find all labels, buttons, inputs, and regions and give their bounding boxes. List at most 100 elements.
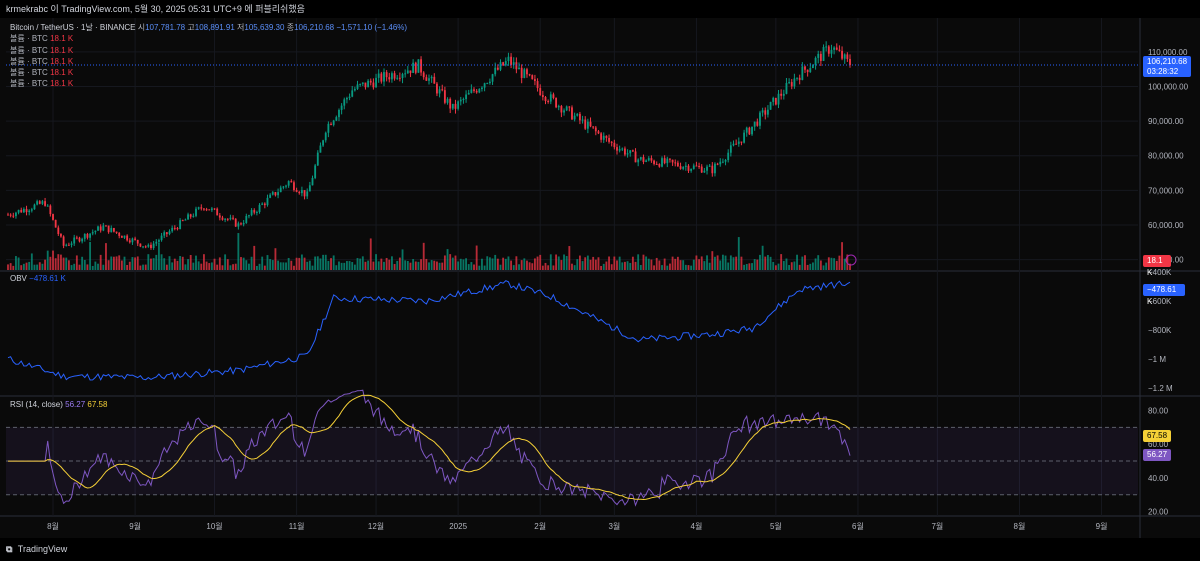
candle-body — [552, 94, 555, 98]
volume-legend-row[interactable]: 볼륨 · BTC 18.1 K — [10, 56, 407, 67]
candle-body — [743, 132, 746, 143]
volume-bar — [285, 262, 287, 270]
symbol-title[interactable]: Bitcoin / TetherUS · 1날 · BINANCE — [10, 23, 136, 32]
volume-bar — [785, 258, 788, 270]
volume-bar — [711, 251, 714, 270]
candle-body — [571, 107, 573, 120]
candle-body — [213, 208, 216, 210]
candle-body — [780, 93, 783, 96]
volume-bar — [12, 265, 15, 270]
candle-body — [507, 56, 510, 62]
volume-bar — [295, 257, 298, 270]
volume-bar — [271, 260, 274, 270]
volume-bar — [22, 263, 25, 270]
candle-body — [290, 181, 293, 183]
candle-body — [285, 185, 287, 187]
volume-bar — [565, 256, 568, 270]
volume-legend-row[interactable]: 볼륨 · BTC 18.1 K — [10, 45, 407, 56]
volume-bar — [467, 264, 470, 270]
volume-bar — [311, 265, 314, 270]
candle-body — [618, 149, 621, 151]
candle-body — [602, 135, 605, 140]
candle-body — [639, 157, 642, 160]
volume-label: 볼륨 · BTC — [10, 45, 48, 55]
price-tick-label: 80,000.00 — [1148, 152, 1184, 161]
volume-bar — [54, 258, 57, 270]
volume-bar — [118, 255, 121, 270]
volume-bar — [417, 261, 420, 270]
candle-body — [748, 127, 751, 135]
candles — [7, 41, 851, 250]
tradingview-logo-icon[interactable]: ⧉ — [6, 544, 13, 554]
volume-bar — [229, 265, 232, 270]
candle-body — [112, 228, 115, 232]
candle-body — [520, 67, 523, 78]
volume-bar — [316, 256, 319, 270]
volume-bar — [753, 259, 756, 270]
candle-body — [433, 76, 436, 84]
volume-bar — [208, 263, 211, 270]
candle-body — [661, 158, 663, 167]
volume-bar — [451, 257, 454, 270]
volume-bar — [195, 255, 197, 270]
candle-body — [745, 127, 748, 133]
volume-bar — [290, 260, 293, 270]
candle-body — [600, 133, 603, 140]
volume-bar — [375, 254, 377, 270]
candle-body — [83, 233, 86, 239]
candle-body — [242, 222, 245, 225]
candle-body — [523, 69, 526, 78]
volume-bar — [250, 256, 253, 270]
volume-legend-row[interactable]: 볼륨 · BTC 18.1 K — [10, 78, 407, 89]
candle-body — [475, 90, 478, 93]
volume-bar — [200, 263, 203, 270]
volume-bar — [112, 256, 115, 270]
candle-body — [97, 226, 99, 231]
candle-body — [470, 89, 473, 93]
obv-legend[interactable]: OBV −478.61 K — [10, 274, 66, 283]
candle-body — [491, 74, 494, 82]
rsi-legend[interactable]: RSI (14, close) 56.27 67.58 — [10, 400, 107, 409]
volume-bar — [338, 261, 340, 270]
candle-body — [716, 163, 719, 165]
volume-bar — [28, 261, 31, 270]
candle-body — [706, 166, 708, 171]
candle-body — [457, 101, 460, 109]
volume-bar — [671, 256, 674, 270]
volume-bar — [303, 257, 306, 270]
candle-body — [287, 181, 290, 186]
volume-legend-row[interactable]: 볼륨 · BTC 18.1 K — [10, 33, 407, 44]
candle-body — [764, 110, 767, 115]
candle-body — [184, 219, 187, 221]
candle-body — [279, 187, 282, 193]
volume-legend-row[interactable]: 볼륨 · BTC 18.1 K — [10, 67, 407, 78]
candle-body — [361, 82, 364, 84]
chart-canvas[interactable]: 8월 9월 10월 11월 12월 2025 2월 3월 4월 5월 6월 7월 8월 9월 110,000… — [0, 18, 1200, 538]
close-value: 106,210.68 — [294, 23, 335, 32]
rsi-badge-value: 56.27 — [1147, 450, 1168, 459]
candle-body — [208, 209, 211, 211]
candle-body — [774, 97, 777, 105]
candle-body — [414, 62, 417, 73]
high-label: 고 — [187, 23, 195, 32]
candle-body — [203, 208, 205, 210]
brand-name[interactable]: TradingView — [17, 544, 68, 554]
candle-body — [658, 164, 661, 167]
volume-bar — [176, 260, 179, 270]
candle-body — [494, 67, 497, 75]
volume-value: 18.1 K — [50, 56, 74, 66]
candle-body — [303, 190, 306, 197]
chart-area[interactable]: 8월 9월 10월 11월 12월 2025 2월 3월 4월 5월 6월 7월 8월 9월 110,000… — [0, 18, 1200, 538]
volume-bar — [269, 259, 272, 270]
candle-body — [626, 153, 629, 155]
volume-bar — [242, 257, 245, 270]
candle-body — [430, 76, 433, 79]
volume-bar — [57, 254, 60, 270]
candle-body — [327, 123, 330, 133]
candle-body — [814, 57, 817, 66]
price-tick-label: 90,000.00 — [1148, 117, 1184, 126]
candle-body — [322, 140, 325, 146]
volume-bar — [650, 259, 653, 270]
volume-bar — [716, 255, 719, 270]
obv-line — [7, 280, 851, 381]
